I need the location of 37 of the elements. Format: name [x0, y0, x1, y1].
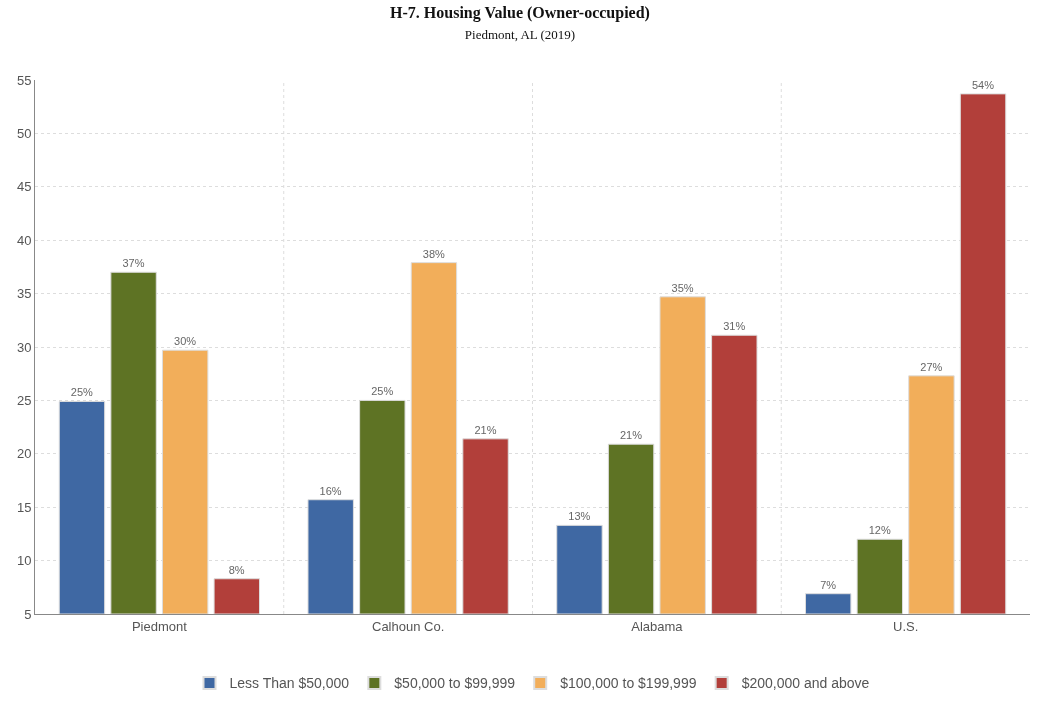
data-label: 35% — [671, 281, 694, 294]
x-tick-label: Calhoun Co. — [371, 618, 445, 634]
data-label: 21% — [474, 423, 497, 436]
y-tick-label: 20 — [16, 446, 32, 462]
y-tick-label: 35 — [16, 286, 32, 302]
data-label: 25% — [371, 385, 394, 398]
y-tick-label: 10 — [16, 553, 32, 569]
y-tick-label: 5 — [24, 606, 32, 622]
chart-title: H-7. Housing Value (Owner-occupied) — [390, 3, 650, 22]
data-label: 31% — [723, 320, 746, 333]
data-label: 27% — [920, 360, 943, 373]
chart-subtitle: Piedmont, AL (2019) — [464, 26, 576, 42]
data-label: 38% — [422, 247, 446, 260]
data-label: 37% — [122, 257, 145, 270]
y-tick-label: 15 — [16, 499, 32, 515]
y-tick-label: 50 — [16, 125, 32, 141]
y-tick-label: 45 — [16, 179, 32, 195]
data-label: 54% — [971, 78, 995, 91]
data-label: 13% — [568, 510, 591, 523]
x-tick-label: Piedmont — [131, 618, 188, 634]
legend-label: $50,000 to $99,999 — [394, 675, 516, 692]
x-tick-label: U.S. — [892, 618, 919, 634]
y-tick-label: 25 — [16, 392, 32, 408]
data-label: 12% — [868, 524, 891, 537]
data-label: 30% — [174, 335, 197, 348]
data-label: 7% — [820, 578, 837, 591]
y-tick-label: 55 — [16, 72, 32, 88]
legend-label: Less Than $50,000 — [229, 675, 350, 692]
data-label: 25% — [70, 386, 94, 399]
y-tick-label: 40 — [16, 232, 32, 248]
data-label: 16% — [319, 484, 342, 497]
x-tick-label: Alabama — [631, 618, 684, 634]
legend-label: $200,000 and above — [741, 675, 870, 692]
legend-label: $100,000 to $199,999 — [560, 675, 697, 692]
data-label: 8% — [228, 563, 245, 576]
data-label: 21% — [619, 429, 643, 442]
y-tick-label: 30 — [16, 339, 32, 355]
